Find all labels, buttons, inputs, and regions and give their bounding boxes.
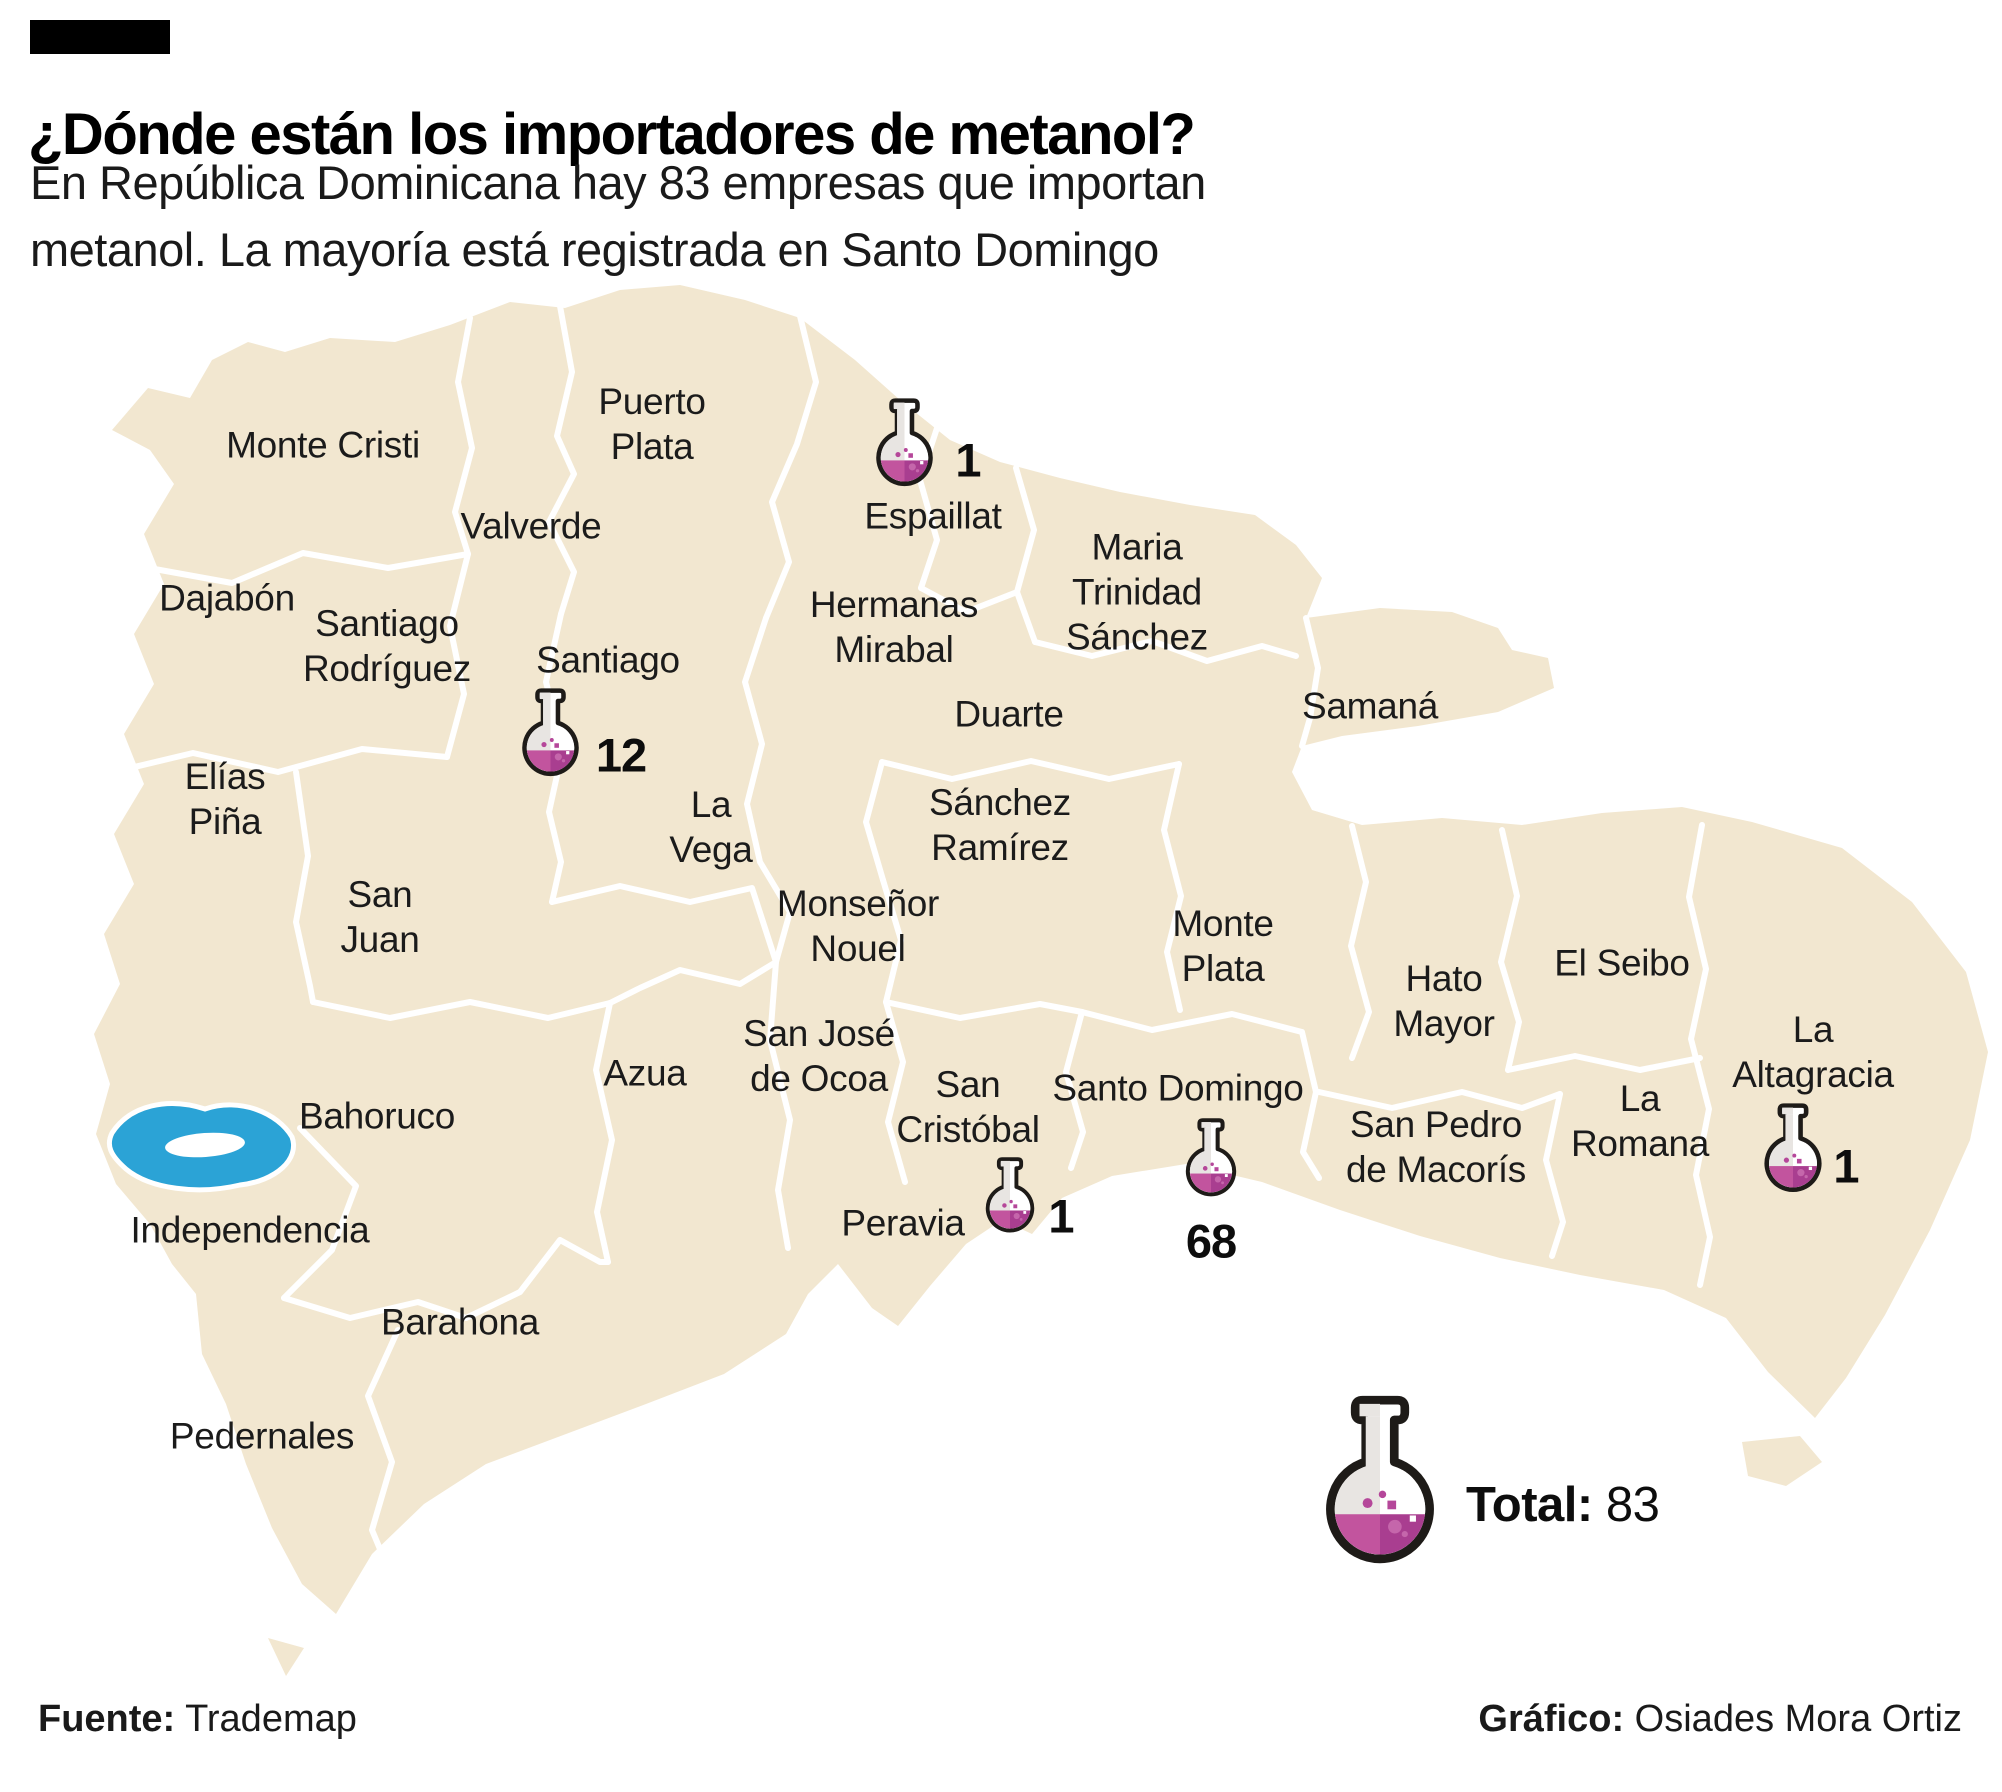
label-bahoruco: Bahoruco (299, 1095, 455, 1137)
label-barahona: Barahona (380, 1301, 540, 1343)
label-santiago-rodriguez: Santiago Rodríguez (302, 602, 472, 689)
saona-island (1742, 1436, 1822, 1486)
label-santo-domingo: Santo Domingo (1052, 1067, 1304, 1109)
label-maria-trinidad-sanchez: Maria Trinidad Sánchez (1066, 526, 1208, 658)
credit-label: Gráfico: (1478, 1698, 1625, 1740)
province-borders (123, 303, 1713, 1621)
marker-value-santo-domingo: 68 (1185, 1214, 1237, 1268)
label-elias-pina: Elías Piña (184, 755, 266, 842)
label-la-romana: La Romana (1570, 1077, 1710, 1164)
page-title: ¿Dónde están los importadores de metanol… (28, 101, 1196, 167)
label-monsenor-nouel: Monseñor Nouel (776, 882, 940, 969)
label-el-seibo: El Seibo (1554, 942, 1690, 984)
flask-icon-total (1318, 1395, 1442, 1569)
label-valverde: Valverde (460, 505, 602, 547)
flask-icon-espaillat (872, 398, 937, 489)
flask-icon-peravia (982, 1157, 1038, 1235)
label-espaillat: Espaillat (864, 495, 1002, 537)
beata-island (268, 1638, 304, 1676)
label-independencia: Independencia (130, 1209, 370, 1251)
subtitle: En República Dominicana hay 83 empresas … (30, 150, 1206, 283)
subtitle-line-2: metanol. La mayoría está registrada en S… (30, 222, 1159, 276)
flask-icon-santiago (518, 688, 583, 779)
label-azua: Azua (603, 1052, 687, 1094)
flask-icon-la-altagracia (1760, 1103, 1826, 1195)
island-landmass (94, 285, 1988, 1676)
marker-value-santiago: 12 (595, 728, 647, 782)
label-hato-mayor: Hato Mayor (1393, 957, 1495, 1044)
label-sanchez-ramirez: Sánchez Ramírez (929, 781, 1071, 868)
lake-enriquillo (106, 1101, 296, 1193)
label-san-jose-de-ocoa: San José de Ocoa (743, 1012, 895, 1099)
total-value: 83 (1605, 1478, 1660, 1532)
marker-value-la-altagracia: 1 (1833, 1139, 1859, 1193)
total-text: Total: 83 (1466, 1477, 1660, 1533)
label-peravia: Peravia (841, 1202, 965, 1244)
label-samana: Samaná (1301, 685, 1439, 727)
label-hermanas-mirabal: Hermanas Mirabal (809, 583, 979, 670)
source-value: Trademap (175, 1698, 357, 1740)
source-label: Fuente: (38, 1698, 176, 1740)
flask-icon-santo-domingo (1182, 1118, 1240, 1199)
label-monte-cristi: Monte Cristi (226, 424, 420, 466)
marker-value-peravia: 1 (1048, 1189, 1074, 1243)
subtitle-line-1: En República Dominicana hay 83 empresas … (30, 156, 1206, 209)
source-credit: Fuente: Trademap (38, 1698, 357, 1741)
label-la-altagracia: La Altagracia (1732, 1008, 1894, 1095)
label-la-vega: La Vega (669, 783, 753, 870)
label-monte-plata: Monte Plata (1172, 902, 1274, 989)
total-label: Total: (1466, 1478, 1593, 1532)
label-duarte: Duarte (954, 693, 1064, 735)
label-dajabon: Dajabón (159, 577, 295, 619)
label-san-juan: San Juan (340, 873, 420, 960)
label-san-pedro-de-macoris: San Pedro de Macorís (1345, 1103, 1527, 1190)
credit-value: Osiades Mora Ortiz (1624, 1698, 1962, 1740)
label-santiago: Santiago (536, 639, 680, 681)
label-pedernales: Pedernales (169, 1415, 355, 1457)
kicker-bar (30, 20, 170, 54)
marker-value-espaillat: 1 (955, 433, 981, 487)
label-puerto-plata: Puerto Plata (598, 380, 706, 467)
label-san-cristobal: San Cristóbal (896, 1063, 1040, 1150)
graphic-credit: Gráfico: Osiades Mora Ortiz (1478, 1698, 1962, 1741)
